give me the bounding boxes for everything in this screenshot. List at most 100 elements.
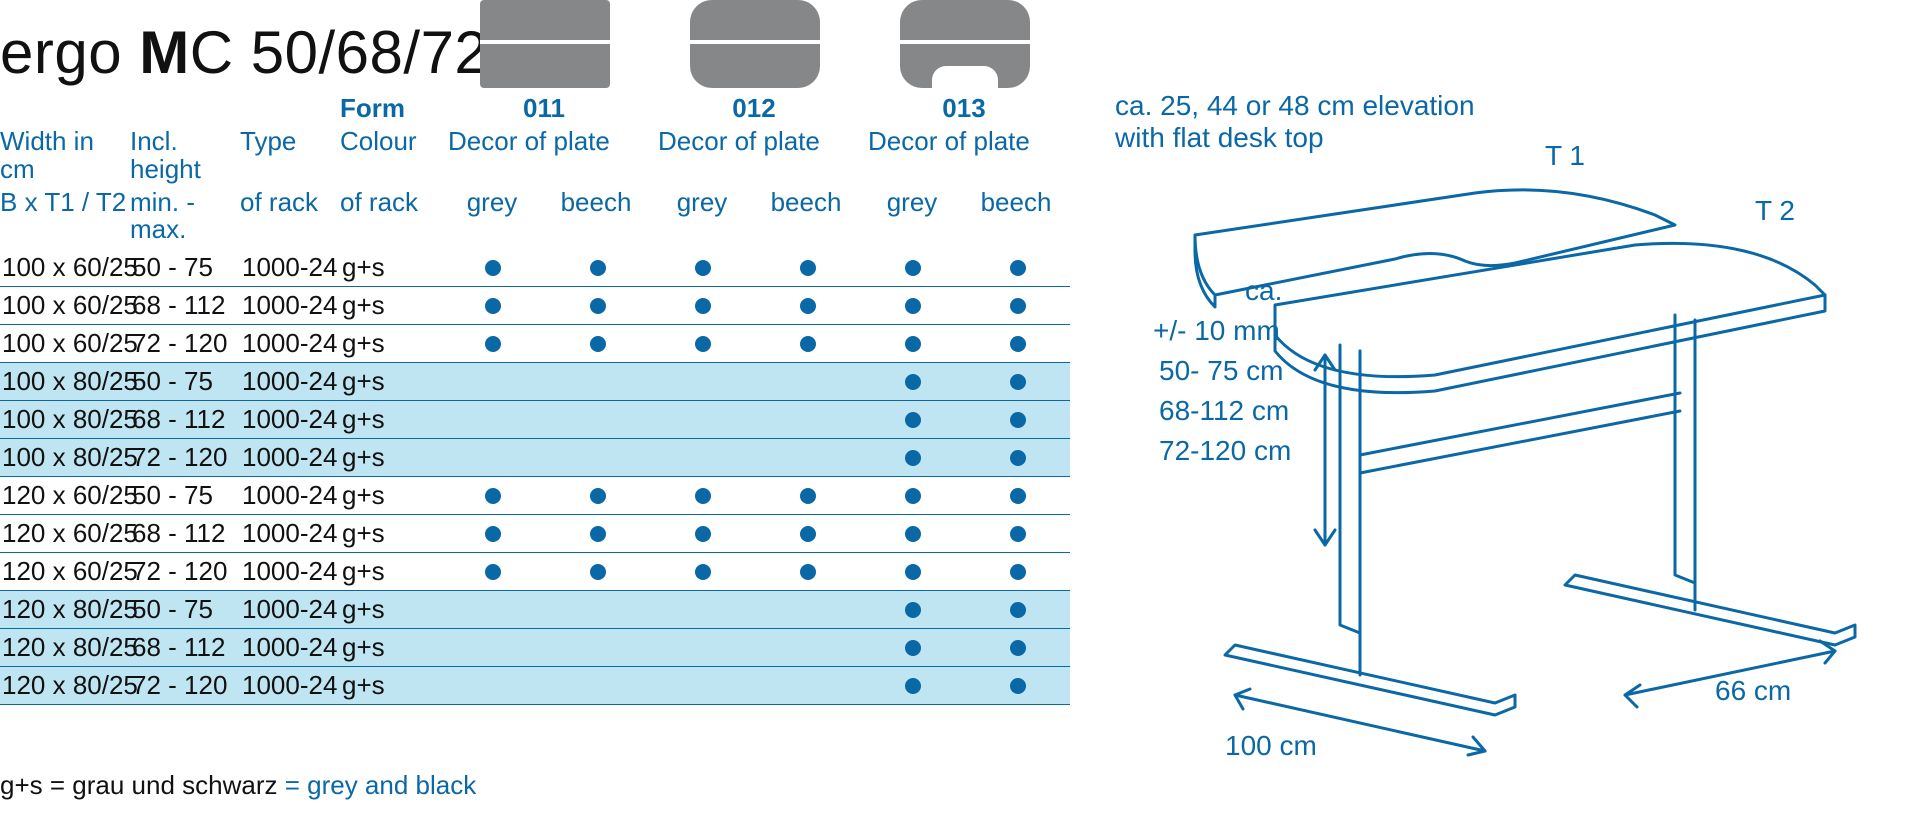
availability-dot <box>905 488 921 504</box>
availability-dot <box>905 564 921 580</box>
availability-dot <box>1010 678 1026 694</box>
hdr-decor-013: Decor of plate <box>860 128 1070 189</box>
availability-dot <box>905 336 921 352</box>
form-shape-012 <box>650 0 860 88</box>
hdr-form-012: 012 <box>650 95 860 128</box>
table-row: 100 x 80/2550 - 751000-24g+s <box>0 363 1070 401</box>
availability-dot <box>1010 564 1026 580</box>
lbl-h1: 50- 75 cm <box>1159 355 1284 387</box>
availability-dot <box>905 526 921 542</box>
availability-dot <box>1010 450 1026 466</box>
hdr-sub-012: greybeech <box>650 189 860 250</box>
lbl-tol: +/- 10 mm <box>1153 315 1280 347</box>
availability-dot <box>590 526 606 542</box>
availability-dot <box>695 298 711 314</box>
hdr-height-1: Incl. height <box>130 128 240 189</box>
lbl-h2: 68-112 cm <box>1159 395 1289 427</box>
availability-dot <box>485 564 501 580</box>
availability-dot <box>590 336 606 352</box>
title-bold: M <box>139 19 189 86</box>
availability-dot <box>1010 602 1026 618</box>
title-pre: ergo <box>0 19 139 86</box>
hdr-form: Form <box>340 95 440 128</box>
availability-dot <box>1010 640 1026 656</box>
form-shape-013 <box>860 0 1070 88</box>
diagram-caption: ca. 25, 44 or 48 cm elevation with flat … <box>1115 90 1905 154</box>
table-row: 100 x 80/2568 - 1121000-24g+s <box>0 401 1070 439</box>
table-row: 100 x 60/2550 - 751000-24g+s <box>0 249 1070 287</box>
hdr-sub-011: greybeech <box>440 189 650 250</box>
availability-dot <box>800 298 816 314</box>
product-spec-sheet: ergo MC 50/68/72 R Form 011 012 013 Widt… <box>0 0 1920 816</box>
availability-dot <box>800 260 816 276</box>
lbl-t1: T 1 <box>1545 140 1585 172</box>
form-shape-011 <box>440 0 650 88</box>
availability-dot <box>905 298 921 314</box>
desk-diagram: ca. 25, 44 or 48 cm elevation with flat … <box>1115 90 1905 790</box>
availability-dot <box>1010 336 1026 352</box>
availability-dot <box>590 260 606 276</box>
hdr-decor-011: Decor of plate <box>440 128 650 189</box>
availability-dot <box>485 526 501 542</box>
availability-dot <box>800 336 816 352</box>
availability-dot <box>485 298 501 314</box>
availability-dot <box>800 526 816 542</box>
lbl-h3: 72-120 cm <box>1159 435 1291 467</box>
form-shape-row <box>440 0 1070 100</box>
table-row: 120 x 60/2572 - 1201000-24g+s <box>0 553 1070 591</box>
availability-dot <box>905 374 921 390</box>
availability-dot <box>800 564 816 580</box>
hdr-width-1: Width in cm <box>0 128 130 189</box>
availability-dot <box>485 336 501 352</box>
availability-dot <box>1010 412 1026 428</box>
availability-dot <box>905 412 921 428</box>
table-row: 120 x 80/2550 - 751000-24g+s <box>0 591 1070 629</box>
lbl-ca: ca. <box>1245 275 1282 307</box>
availability-dot <box>1010 260 1026 276</box>
hdr-width-2: B x T1 / T2 <box>0 189 130 250</box>
availability-dot <box>695 526 711 542</box>
availability-dot <box>695 488 711 504</box>
availability-dot <box>1010 488 1026 504</box>
table-row: 100 x 60/2572 - 1201000-24g+s <box>0 325 1070 363</box>
availability-dot <box>590 488 606 504</box>
spec-table: Form 011 012 013 Width in cm Incl. heigh… <box>0 95 1070 705</box>
hdr-colour-1: Colour <box>340 128 440 189</box>
hdr-height-2: min. - max. <box>130 189 240 250</box>
table-row: 120 x 60/2568 - 1121000-24g+s <box>0 515 1070 553</box>
footnote: g+s = grau und schwarz = grey and black <box>0 770 476 801</box>
availability-dot <box>1010 526 1026 542</box>
table-body: 100 x 60/2550 - 751000-24g+s100 x 60/256… <box>0 249 1070 705</box>
availability-dot <box>800 488 816 504</box>
availability-dot <box>485 260 501 276</box>
hdr-decor-012: Decor of plate <box>650 128 860 189</box>
hdr-form-013: 013 <box>860 95 1070 128</box>
availability-dot <box>695 336 711 352</box>
table-row: 120 x 60/2550 - 751000-24g+s <box>0 477 1070 515</box>
availability-dot <box>905 602 921 618</box>
availability-dot <box>695 260 711 276</box>
table-row: 100 x 60/2568 - 1121000-24g+s <box>0 287 1070 325</box>
hdr-colour-2: of rack <box>340 189 440 250</box>
table-row: 120 x 80/2572 - 1201000-24g+s <box>0 667 1070 705</box>
availability-dot <box>590 298 606 314</box>
availability-dot <box>1010 298 1026 314</box>
availability-dot <box>485 488 501 504</box>
availability-dot <box>905 450 921 466</box>
footnote-de: g+s = grau und schwarz <box>0 770 285 800</box>
lbl-t2: T 2 <box>1755 195 1795 227</box>
table-row: 120 x 80/2568 - 1121000-24g+s <box>0 629 1070 667</box>
table-row: 100 x 80/2572 - 1201000-24g+s <box>0 439 1070 477</box>
footnote-en: = grey and black <box>285 770 477 800</box>
availability-dot <box>590 564 606 580</box>
availability-dot <box>905 640 921 656</box>
hdr-type-2: of rack <box>240 189 340 250</box>
availability-dot <box>905 260 921 276</box>
lbl-d: 66 cm <box>1715 675 1791 707</box>
hdr-type-1: Type <box>240 128 340 189</box>
hdr-form-011: 011 <box>440 95 650 128</box>
table-header: Form 011 012 013 Width in cm Incl. heigh… <box>0 95 1070 249</box>
hdr-sub-013: greybeech <box>860 189 1070 250</box>
lbl-w: 100 cm <box>1225 730 1317 762</box>
availability-dot <box>905 678 921 694</box>
